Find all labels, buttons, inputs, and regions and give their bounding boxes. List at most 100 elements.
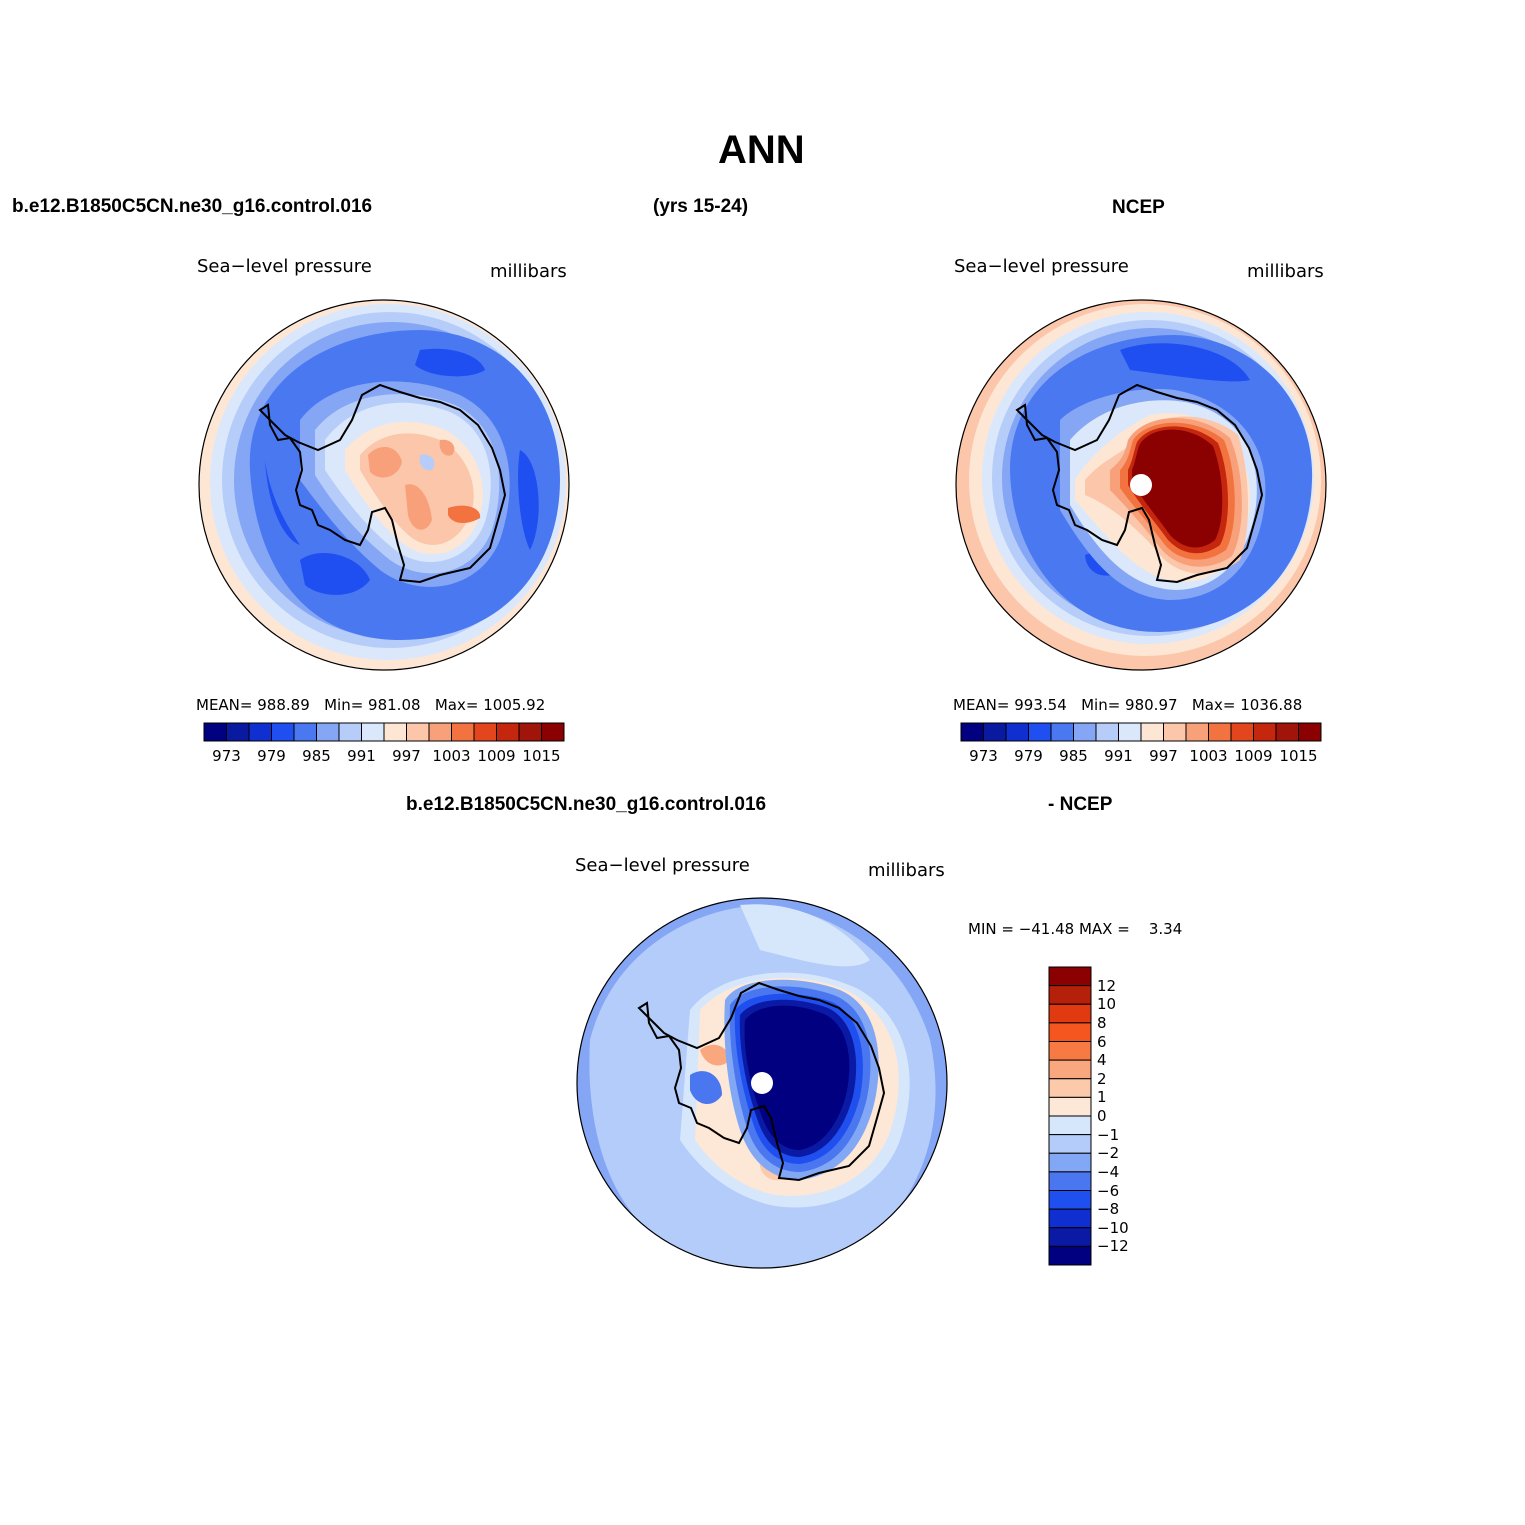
model-max-label: Max= (434, 696, 479, 714)
diff-colorbar-box (1048, 1171, 1092, 1191)
obs-colorbar-box (1095, 722, 1119, 742)
diff-colorbar-tick-label: 1 (1097, 1088, 1107, 1107)
diff-colorbar-tick-label: 10 (1097, 995, 1117, 1014)
obs-units-label: millibars (1247, 261, 1324, 282)
diff-colorbar-box (1048, 1227, 1092, 1247)
obs-colorbar (960, 722, 1322, 742)
diff-colorbar-box (1048, 1115, 1092, 1136)
diff-colorbar-box (1048, 1041, 1092, 1061)
model-colorbar-box (451, 722, 475, 742)
model-min-label: Min= (324, 696, 364, 714)
diff-colorbar-tick-label: 12 (1097, 976, 1117, 995)
obs-variable-label: Sea−level pressure (954, 256, 1129, 277)
obs-colorbar-box (1253, 722, 1277, 742)
diff-case-name: b.e12.B1850C5CN.ne30_g16.control.016 (406, 794, 767, 815)
diff-colorbar-box (1048, 1245, 1092, 1266)
model-colorbar-tick-label: 985 (302, 747, 331, 765)
model-colorbar-tick-label: 1003 (432, 747, 471, 765)
model-colorbar-box (271, 722, 295, 742)
model-colorbar-box (496, 722, 520, 742)
diff-colorbar-tick-label: 0 (1097, 1107, 1107, 1125)
obs-colorbar-box (1073, 722, 1097, 742)
obs-colorbar-box (1140, 722, 1164, 742)
diff-obs-name: - NCEP (1048, 794, 1113, 815)
diff-colorbar-box (1048, 966, 1092, 987)
model-colorbar-tick-label: 1015 (522, 747, 561, 765)
diff-colorbar-box (1048, 1022, 1092, 1042)
diff-colorbar-box (1048, 985, 1092, 1005)
diff-colorbar-tick-label: −10 (1097, 1218, 1129, 1237)
diff-colorbar-box (1048, 1152, 1092, 1173)
model-colorbar-box (248, 722, 272, 742)
obs-colorbar-tick-label: 991 (1104, 747, 1133, 765)
model-colorbar-box (226, 722, 250, 742)
model-units-label: millibars (490, 261, 567, 282)
model-colorbar-tick-label: 991 (347, 747, 376, 765)
antarctica-coastline (258, 383, 507, 584)
antarctica-coastline (1015, 383, 1264, 584)
obs-colorbar-box (1275, 722, 1299, 742)
antarctica-coastline (637, 981, 886, 1182)
case-name: b.e12.B1850C5CN.ne30_g16.control.016 (12, 196, 373, 217)
model-colorbar-box (428, 722, 452, 742)
obs-min-label: Min= (1081, 696, 1121, 714)
years-label: (yrs 15-24) (653, 196, 749, 217)
diff-colorbar-box (1048, 1003, 1092, 1024)
diff-colorbar-tick-label: −6 (1097, 1181, 1120, 1200)
diff-colorbar-box (1048, 1208, 1092, 1229)
model-variable-label: Sea−level pressure (197, 256, 372, 277)
obs-colorbar-box (1005, 722, 1029, 742)
page-title: ANN (718, 128, 805, 172)
obs-colorbar-tick-label: 985 (1059, 747, 1088, 765)
model-colorbar-box (316, 722, 340, 742)
model-colorbar-box (518, 722, 542, 742)
diff-colorbar-tick-label: 8 (1097, 1013, 1107, 1032)
model-colorbar-tick-label: 973 (212, 747, 241, 765)
obs-colorbar-tick-label: 1009 (1234, 747, 1273, 765)
diff-colorbar-tick-label: −12 (1097, 1237, 1129, 1256)
obs-colorbar-box (1185, 722, 1209, 742)
obs-colorbar-box (1163, 722, 1187, 742)
obs-colorbar-box (983, 722, 1007, 742)
model-colorbar-box (383, 722, 407, 742)
obs-colorbar-box (1208, 722, 1232, 742)
obs-colorbar-tick-label: 973 (969, 747, 998, 765)
pole-marker (751, 1072, 773, 1094)
model-colorbar (203, 722, 565, 742)
diff-colorbar (1048, 966, 1092, 1266)
obs-colorbar-tick-label: 997 (1149, 747, 1178, 765)
obs-max-value: 1036.88 (1240, 696, 1303, 714)
diff-colorbar-tick-label: −1 (1097, 1125, 1120, 1144)
model-mean-value: 988.89 (257, 696, 310, 714)
diff-variable-label: Sea−level pressure (575, 855, 750, 876)
obs-colorbar-box (1230, 722, 1254, 742)
model-mean-label: MEAN= (196, 696, 253, 714)
model-max-value: 1005.92 (483, 696, 546, 714)
obs-min-value: 980.97 (1125, 696, 1178, 714)
diff-colorbar-box (1048, 1096, 1092, 1117)
obs-mean-value: 993.54 (1014, 696, 1067, 714)
model-colorbar-box (203, 722, 227, 742)
obs-mean-label: MEAN= (953, 696, 1010, 714)
diff-units-label: millibars (868, 860, 945, 881)
diff-colorbar-box (1048, 1134, 1092, 1154)
diff-minmax: MIN = −41.48 MAX = 3.34 (968, 920, 1183, 938)
model-colorbar-box (406, 722, 430, 742)
model-colorbar-tick-label: 997 (392, 747, 421, 765)
model-slp-map (198, 299, 570, 671)
model-colorbar-tick-label: 979 (257, 747, 286, 765)
obs-colorbar-tick-label: 1015 (1279, 747, 1318, 765)
model-colorbar-tick-label: 1009 (477, 747, 516, 765)
obs-colorbar-box (1298, 722, 1322, 742)
diff-colorbar-tick-label: 6 (1097, 1032, 1107, 1051)
obs-colorbar-box (1118, 722, 1142, 742)
diff-colorbar-box (1048, 1078, 1092, 1098)
obs-colorbar-box (1050, 722, 1074, 742)
diff-colorbar-tick-label: −8 (1097, 1200, 1120, 1219)
diff-colorbar-tick-label: −4 (1097, 1162, 1120, 1181)
obs-slp-map (955, 299, 1327, 671)
obs-stats: MEAN= 993.54 Min= 980.97 Max= 1036.88 (953, 696, 1302, 714)
model-stats: MEAN= 988.89 Min= 981.08 Max= 1005.92 (196, 696, 545, 714)
diff-slp-map (576, 897, 948, 1269)
model-colorbar-box (338, 722, 362, 742)
